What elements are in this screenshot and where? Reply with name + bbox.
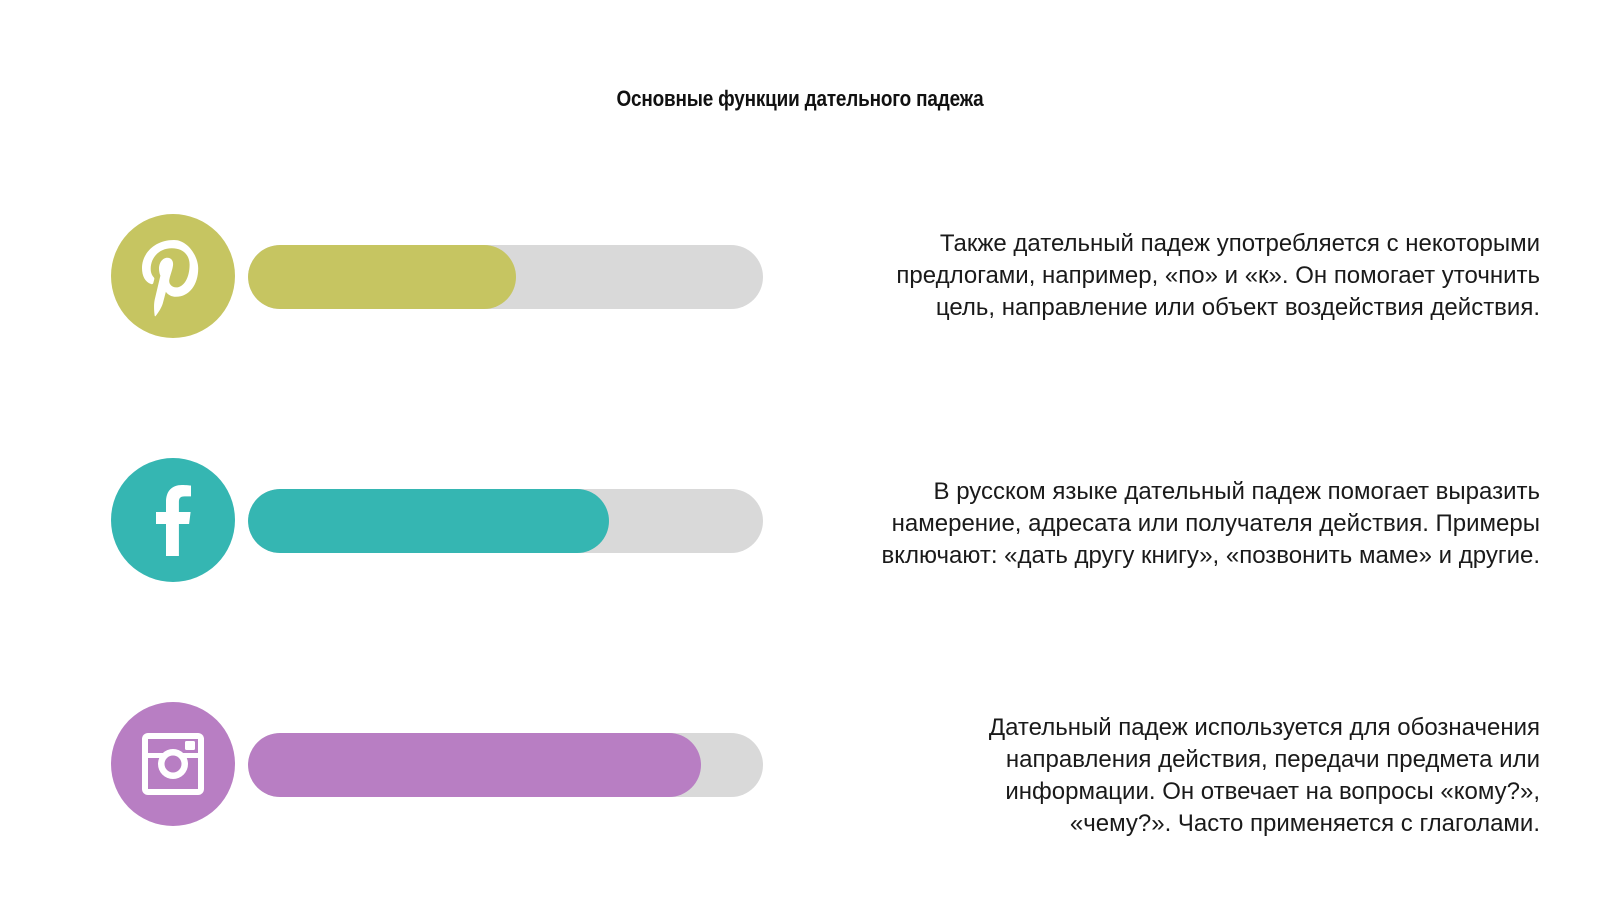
description-pinterest: Также дательный падеж употребляется с не… — [780, 228, 1540, 324]
description-line: В русском языке дательный падеж помогает… — [933, 478, 1540, 505]
description-line: направления действия, передачи предмета … — [1005, 746, 1540, 773]
description-facebook: В русском языке дательный падеж помогает… — [780, 476, 1540, 572]
description-line: информации. Он отвечает на вопросы «кому… — [1005, 778, 1540, 805]
progress-fill-pinterest — [248, 245, 516, 309]
description-line: цель, направление или объект воздействия… — [935, 294, 1540, 321]
description-line: Также дательный падеж употребляется с не… — [939, 230, 1540, 257]
description-line: намерение, адресата или получателя дейст… — [891, 510, 1540, 537]
instagram-icon — [111, 702, 235, 826]
pinterest-icon — [111, 214, 235, 338]
description-line: включают: «дать другу книгу», «позвонить… — [881, 542, 1540, 569]
feature-row-instagram: Дательный падеж используется для обознач… — [0, 702, 1600, 837]
progress-fill-facebook — [248, 489, 609, 553]
progress-track-instagram — [248, 733, 763, 797]
facebook-icon — [111, 458, 235, 582]
feature-row-pinterest: Также дательный падеж употребляется с не… — [0, 214, 1600, 338]
slide-title: Основные функции дательного падежа — [616, 86, 984, 111]
description-line: Дательный падеж используется для обознач… — [988, 714, 1540, 741]
description-instagram: Дательный падеж используется для обознач… — [780, 712, 1540, 840]
progress-fill-instagram — [248, 733, 702, 797]
feature-row-facebook: В русском языке дательный падеж помогает… — [0, 458, 1600, 582]
progress-track-pinterest — [248, 245, 763, 309]
progress-track-facebook — [248, 489, 763, 553]
description-line: предлогами, например, «по» и «к». Он пом… — [896, 262, 1540, 289]
description-line: «чему?». Часто применяется с глаголами. — [1069, 810, 1540, 837]
